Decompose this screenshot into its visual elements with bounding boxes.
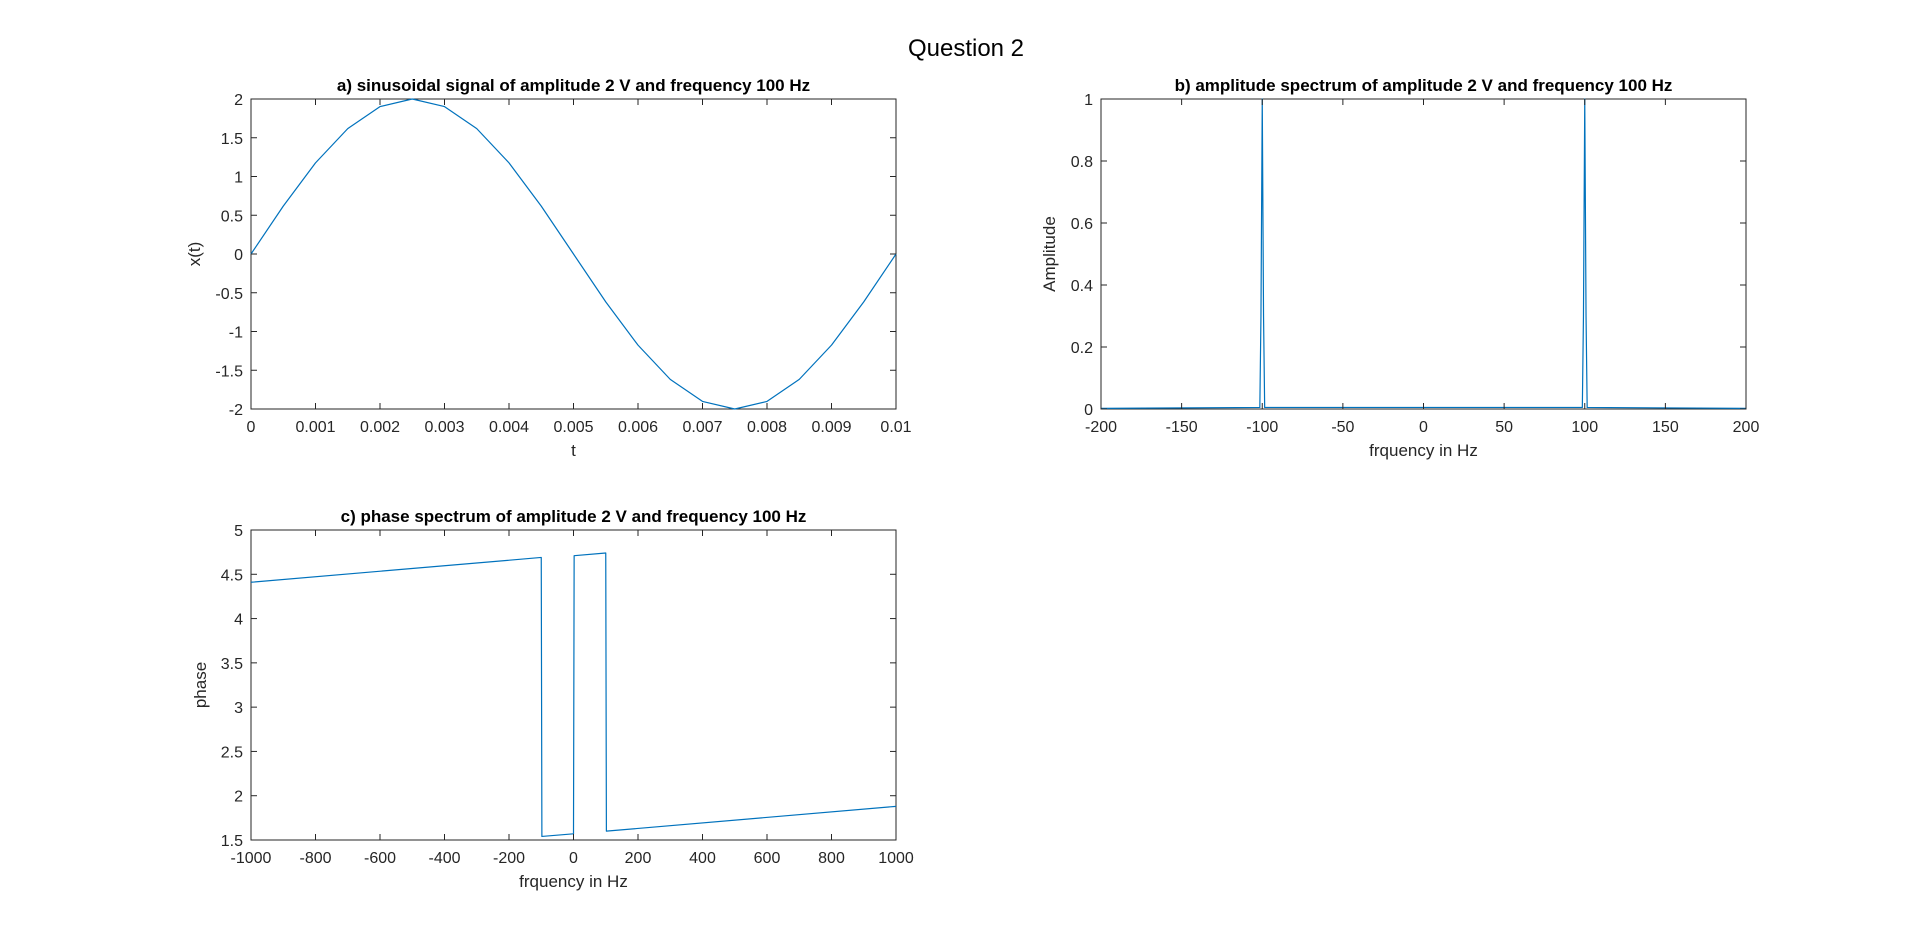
y-tick-label-b: 0.2 (1071, 340, 1093, 357)
subplot-title-b: b) amplitude spectrum of amplitude 2 V a… (1175, 76, 1673, 95)
x-tick-label-c: -600 (364, 850, 396, 867)
x-tick-label-a: 0.01 (880, 419, 911, 436)
y-tick-label-c: 4.5 (221, 567, 243, 584)
x-tick-label-b: 100 (1571, 419, 1598, 436)
y-tick-label-a: 0.5 (221, 208, 243, 225)
x-tick-label-a: 0.003 (424, 419, 464, 436)
x-tick-label-c: -400 (428, 850, 460, 867)
subplot-title-a: a) sinusoidal signal of amplitude 2 V an… (337, 76, 810, 95)
y-tick-label-c: 3 (234, 700, 243, 717)
x-axis-label-a: t (571, 441, 576, 460)
plot-area-b (1100, 98, 1747, 410)
y-tick-label-a: -2 (229, 402, 243, 419)
series-line-a (250, 98, 897, 410)
y-axis-label-c: phase (191, 662, 210, 708)
subplot-a: 0 0.001 0.002 0.003 0.004 0.005 0.006 0.007 0.00… (185, 76, 912, 460)
figure-title: Question 2 (908, 35, 1024, 62)
y-tick-label-b: 0 (1084, 402, 1093, 419)
x-tick-label-b: -150 (1166, 419, 1198, 436)
x-tick-label-c: -800 (299, 850, 331, 867)
y-tick-label-b: 0.8 (1071, 154, 1093, 171)
x-tick-label-b: 0 (1419, 419, 1428, 436)
y-tick-label-a: 2 (234, 92, 243, 109)
y-tick-label-c: 2.5 (221, 744, 243, 761)
x-axis-label-c: frquency in Hz (519, 872, 628, 891)
x-tick-label-c: -200 (493, 850, 525, 867)
subplot-c: -1000 -800 -600 -400 -200 0 200 400 600 800 1000 1.… (191, 507, 914, 891)
x-tick-label-b: -100 (1246, 419, 1278, 436)
x-tick-label-a: 0.004 (489, 419, 529, 436)
x-tick-label-b: 150 (1652, 419, 1679, 436)
x-tick-label-c: 400 (689, 850, 716, 867)
x-tick-label-a: 0.006 (618, 419, 658, 436)
y-tick-label-a: 0 (234, 247, 243, 264)
y-axis-label-a: x(t) (185, 242, 204, 267)
y-tick-label-b: 0.6 (1071, 216, 1093, 233)
y-tick-label-a: 1 (234, 170, 243, 187)
x-tick-label-a: 0.002 (360, 419, 400, 436)
x-tick-label-b: -200 (1085, 419, 1117, 436)
x-tick-label-c: 0 (569, 850, 578, 867)
x-axis-label-b: frquency in Hz (1369, 441, 1478, 460)
x-tick-label-b: 200 (1733, 419, 1760, 436)
y-axis-label-b: Amplitude (1040, 216, 1059, 292)
x-tick-label-c: 200 (625, 850, 652, 867)
subplot-b: -200 -150 -100 -50 0 50 100 150 200 0 0.2 0.4 0.6 0.8… (1040, 76, 1759, 460)
x-tick-label-a: 0 (247, 419, 256, 436)
x-tick-label-c: -1000 (231, 850, 272, 867)
x-tick-label-b: 50 (1495, 419, 1513, 436)
y-tick-label-c: 5 (234, 523, 243, 540)
y-tick-label-c: 1.5 (221, 833, 243, 850)
x-tick-label-a: 0.005 (553, 419, 593, 436)
y-tick-label-b: 0.4 (1071, 278, 1093, 295)
y-tick-label-b: 1 (1084, 92, 1093, 109)
subplot-title-c: c) phase spectrum of amplitude 2 V and f… (341, 507, 807, 526)
x-tick-label-c: 1000 (878, 850, 914, 867)
y-tick-label-a: -0.5 (215, 286, 243, 303)
y-tick-label-a: -1 (229, 325, 243, 342)
x-tick-label-a: 0.007 (682, 419, 722, 436)
x-tick-label-a: 0.001 (295, 419, 335, 436)
x-tick-label-a: 0.008 (747, 419, 787, 436)
y-tick-label-a: 1.5 (221, 131, 243, 148)
x-tick-label-c: 800 (818, 850, 845, 867)
x-tick-label-b: -50 (1331, 419, 1354, 436)
y-tick-label-c: 4 (234, 612, 243, 629)
y-tick-label-c: 3.5 (221, 656, 243, 673)
x-tick-label-a: 0.009 (811, 419, 851, 436)
y-tick-label-c: 2 (234, 789, 243, 806)
series-line-c (250, 552, 897, 838)
y-tick-label-a: -1.5 (215, 363, 243, 380)
x-tick-label-c: 600 (754, 850, 781, 867)
